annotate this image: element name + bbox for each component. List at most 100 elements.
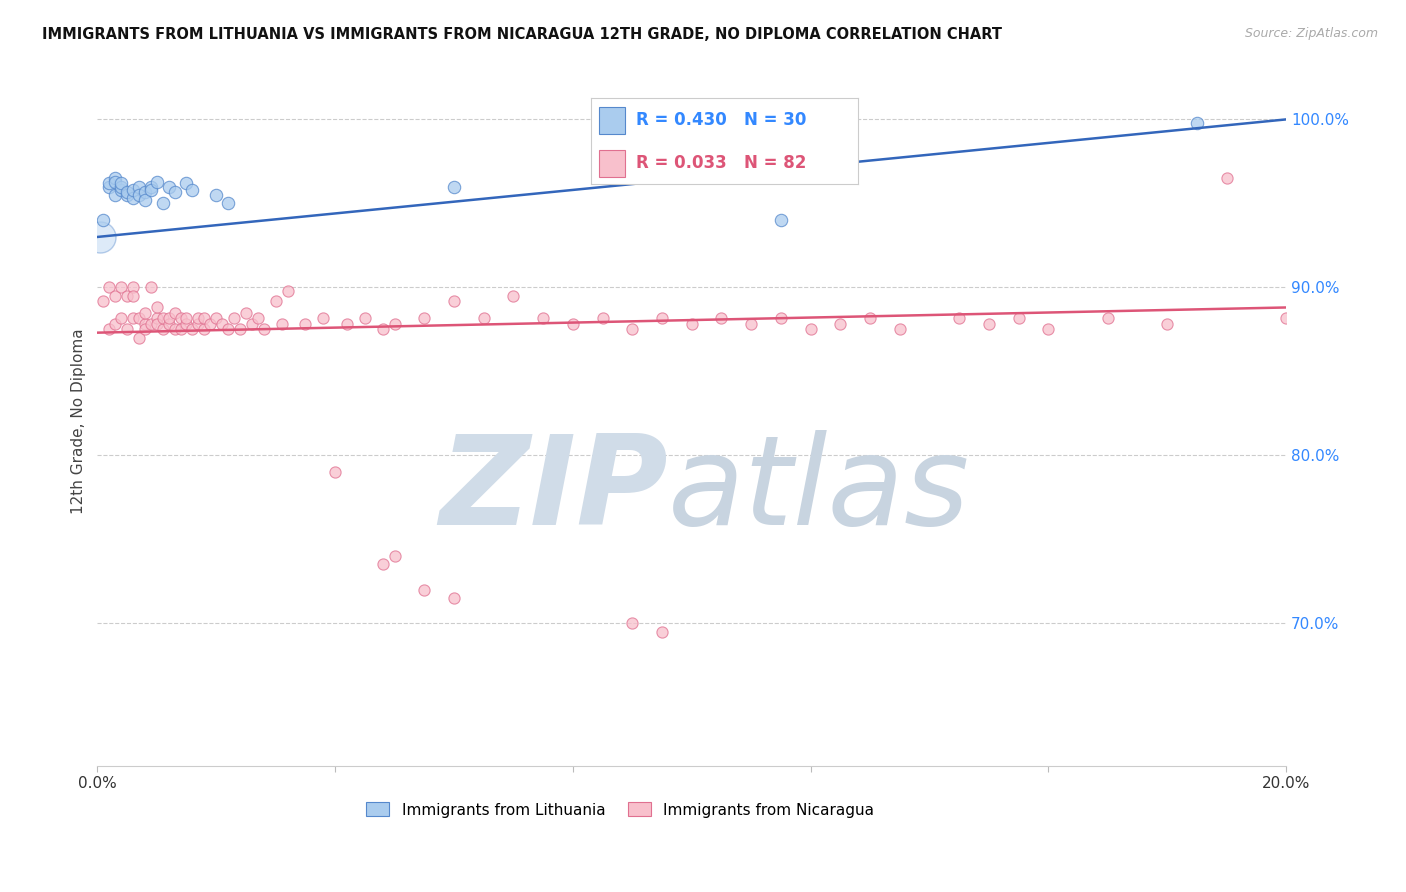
Point: [200, 318, 222, 332]
Point: [152, 310, 174, 325]
Point: [240, 318, 263, 332]
Point: [592, 310, 614, 325]
Point: [443, 293, 465, 308]
Point: [1007, 310, 1029, 325]
Point: [830, 318, 852, 332]
Point: [1038, 322, 1060, 336]
Point: [264, 293, 287, 308]
Point: [163, 185, 186, 199]
Point: [323, 465, 346, 479]
Text: ZIP: ZIP: [439, 430, 668, 551]
Point: [205, 188, 228, 202]
Point: [115, 185, 138, 199]
Y-axis label: 12th Grade, No Diploma: 12th Grade, No Diploma: [72, 329, 86, 515]
Point: [336, 318, 359, 332]
Point: [110, 179, 132, 194]
Point: [110, 310, 132, 325]
Point: [98, 179, 121, 194]
Point: [1156, 318, 1178, 332]
Point: [163, 305, 186, 319]
Point: [229, 322, 252, 336]
Point: [859, 310, 882, 325]
Point: [98, 176, 121, 190]
Point: [651, 624, 673, 639]
Point: [128, 310, 150, 325]
Point: [104, 318, 127, 332]
Point: [176, 318, 198, 332]
Point: [205, 310, 228, 325]
Point: [187, 318, 209, 332]
Point: [948, 310, 970, 325]
Point: [110, 183, 132, 197]
Point: [353, 310, 375, 325]
Point: [371, 322, 394, 336]
Point: [115, 188, 138, 202]
Point: [110, 280, 132, 294]
Point: [384, 549, 406, 563]
Point: [163, 322, 186, 336]
Point: [157, 318, 180, 332]
Point: [217, 322, 239, 336]
Point: [104, 289, 127, 303]
Point: [1275, 310, 1298, 325]
Point: [277, 284, 299, 298]
Point: [561, 318, 583, 332]
Point: [122, 289, 145, 303]
Point: [115, 322, 138, 336]
Point: [294, 318, 316, 332]
Point: [157, 310, 180, 325]
Point: [710, 310, 733, 325]
Point: [122, 310, 145, 325]
Point: [413, 310, 436, 325]
Point: [146, 301, 169, 315]
Point: [531, 310, 554, 325]
Point: [235, 305, 257, 319]
Point: [502, 289, 524, 303]
Point: [128, 331, 150, 345]
Point: [134, 305, 156, 319]
Point: [134, 318, 156, 332]
Point: [98, 280, 121, 294]
Point: [89, 230, 111, 244]
Point: [122, 183, 145, 197]
Point: [1097, 310, 1119, 325]
Point: [115, 289, 138, 303]
Point: [246, 310, 269, 325]
Point: [128, 179, 150, 194]
Point: [146, 175, 169, 189]
Point: [312, 310, 335, 325]
Point: [889, 322, 911, 336]
Point: [152, 322, 174, 336]
Point: [91, 213, 114, 227]
Point: [193, 322, 215, 336]
Point: [187, 310, 209, 325]
Point: [122, 191, 145, 205]
Point: [740, 318, 762, 332]
Point: [98, 322, 121, 336]
Point: [146, 318, 169, 332]
Point: [104, 171, 127, 186]
Point: [222, 310, 245, 325]
Point: [799, 322, 821, 336]
Point: [270, 318, 292, 332]
Point: [157, 179, 180, 194]
Point: [1185, 116, 1208, 130]
Point: [681, 318, 703, 332]
Point: [139, 183, 162, 197]
Point: [211, 318, 233, 332]
Point: [169, 310, 191, 325]
Point: [91, 293, 114, 308]
Point: [128, 188, 150, 202]
Point: [181, 183, 204, 197]
Point: [104, 175, 127, 189]
Point: [472, 310, 495, 325]
Point: [110, 176, 132, 190]
Point: [104, 188, 127, 202]
Point: [152, 196, 174, 211]
Point: [443, 591, 465, 605]
Point: [176, 176, 198, 190]
Legend: Immigrants from Lithuania, Immigrants from Nicaragua: Immigrants from Lithuania, Immigrants fr…: [360, 797, 880, 823]
Point: [253, 322, 276, 336]
Point: [176, 310, 198, 325]
Point: [217, 196, 239, 211]
